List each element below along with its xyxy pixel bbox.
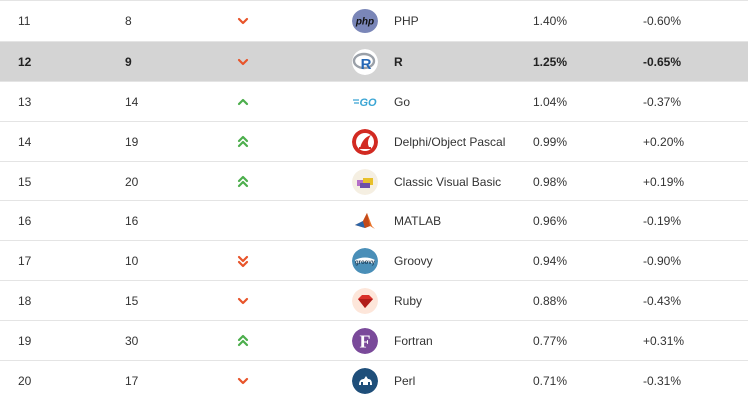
delphi-logo-icon: [352, 122, 378, 161]
trend-double-up-icon: [232, 162, 254, 201]
table-row: 15 20 Classic Visual Basic 0.98% +0.19%: [0, 161, 748, 201]
change-cell: +0.19%: [643, 174, 685, 189]
go-logo-icon: GO: [352, 82, 378, 121]
rating-cell: 1.40%: [533, 13, 568, 28]
r-logo-icon: R: [352, 42, 378, 82]
change-cell: -0.19%: [643, 213, 682, 228]
matlab-logo-icon: [352, 201, 378, 240]
rating-cell: 0.98%: [533, 174, 568, 189]
trend-down-icon: [232, 361, 254, 400]
table-row: 18 15 Ruby 0.88% -0.43%: [0, 280, 748, 320]
trend-double-up-icon: [232, 122, 254, 161]
svg-text:R: R: [361, 56, 372, 73]
trend-double-down-icon: [232, 241, 254, 280]
groovy-logo-icon: groovy: [352, 241, 378, 280]
table-row-highlighted: 12 9 R R 1.25% -0.65%: [0, 41, 748, 82]
rank-cell: 14: [18, 134, 32, 149]
table-row: 16 16 MATLAB 0.96% -0.19%: [0, 200, 748, 240]
fortran-logo-icon: F: [352, 321, 378, 360]
php-logo-icon: php: [352, 1, 378, 40]
previous-rank-cell: 19: [125, 134, 139, 149]
table-row: 17 10 groovy Groovy 0.94% -0.90%: [0, 240, 748, 280]
language-name: Delphi/Object Pascal: [394, 134, 506, 149]
rank-cell: 18: [18, 293, 32, 308]
trend-up-icon: [232, 82, 254, 121]
table-row: 11 8 php PHP 1.40% -0.60%: [0, 0, 748, 40]
previous-rank-cell: 9: [125, 55, 132, 69]
table-row: 19 30 F Fortran 0.77% +0.31%: [0, 320, 748, 360]
rating-cell: 0.94%: [533, 253, 568, 268]
svg-text:GO: GO: [359, 97, 377, 109]
rating-cell: 1.04%: [533, 94, 568, 109]
rank-cell: 12: [18, 55, 32, 69]
previous-rank-cell: 14: [125, 94, 139, 109]
rating-cell: 0.71%: [533, 373, 568, 388]
previous-rank-cell: 16: [125, 213, 139, 228]
rank-cell: 11: [18, 13, 31, 28]
language-name: Ruby: [394, 293, 423, 308]
previous-rank-cell: 8: [125, 13, 132, 28]
svg-text:php: php: [355, 16, 374, 27]
language-name: Fortran: [394, 333, 433, 348]
rating-cell: 0.96%: [533, 213, 568, 228]
previous-rank-cell: 10: [125, 253, 139, 268]
table-row: 13 14 GO Go 1.04% -0.37%: [0, 81, 748, 121]
rank-cell: 13: [18, 94, 32, 109]
language-name: Go: [394, 94, 411, 109]
language-name: Perl: [394, 373, 416, 388]
table-row: 20 17 Perl 0.71% -0.31%: [0, 360, 748, 400]
svg-text:groovy: groovy: [355, 260, 376, 266]
language-name: R: [394, 55, 403, 69]
rating-cell: 0.77%: [533, 333, 568, 348]
perl-logo-icon: [352, 361, 378, 400]
change-cell: -0.37%: [643, 94, 682, 109]
language-name: MATLAB: [394, 213, 442, 228]
trend-down-icon: [232, 42, 254, 82]
language-name: Classic Visual Basic: [394, 174, 502, 189]
change-cell: -0.65%: [643, 55, 682, 69]
change-cell: +0.20%: [643, 134, 685, 149]
rank-cell: 20: [18, 373, 32, 388]
previous-rank-cell: 20: [125, 174, 139, 189]
rating-cell: 1.25%: [533, 55, 568, 69]
trend-none: [232, 201, 254, 240]
table-row: 14 19 Delphi/Object Pascal 0.99% +0.20%: [0, 121, 748, 161]
rank-cell: 19: [18, 333, 32, 348]
trend-down-icon: [232, 1, 254, 40]
change-cell: -0.31%: [643, 373, 682, 388]
rank-cell: 15: [18, 174, 32, 189]
change-cell: -0.60%: [643, 13, 682, 28]
rank-cell: 17: [18, 253, 32, 268]
change-cell: +0.31%: [643, 333, 685, 348]
rank-cell: 16: [18, 213, 32, 228]
svg-text:F: F: [360, 331, 371, 351]
previous-rank-cell: 17: [125, 373, 139, 388]
language-name: PHP: [394, 13, 419, 28]
rating-cell: 0.88%: [533, 293, 568, 308]
trend-double-up-icon: [232, 321, 254, 360]
language-name: Groovy: [394, 253, 433, 268]
previous-rank-cell: 30: [125, 333, 139, 348]
change-cell: -0.43%: [643, 293, 682, 308]
rating-cell: 0.99%: [533, 134, 568, 149]
vb-logo-icon: [352, 162, 378, 201]
previous-rank-cell: 15: [125, 293, 139, 308]
trend-down-icon: [232, 281, 254, 320]
change-cell: -0.90%: [643, 253, 682, 268]
ruby-logo-icon: [352, 281, 378, 320]
